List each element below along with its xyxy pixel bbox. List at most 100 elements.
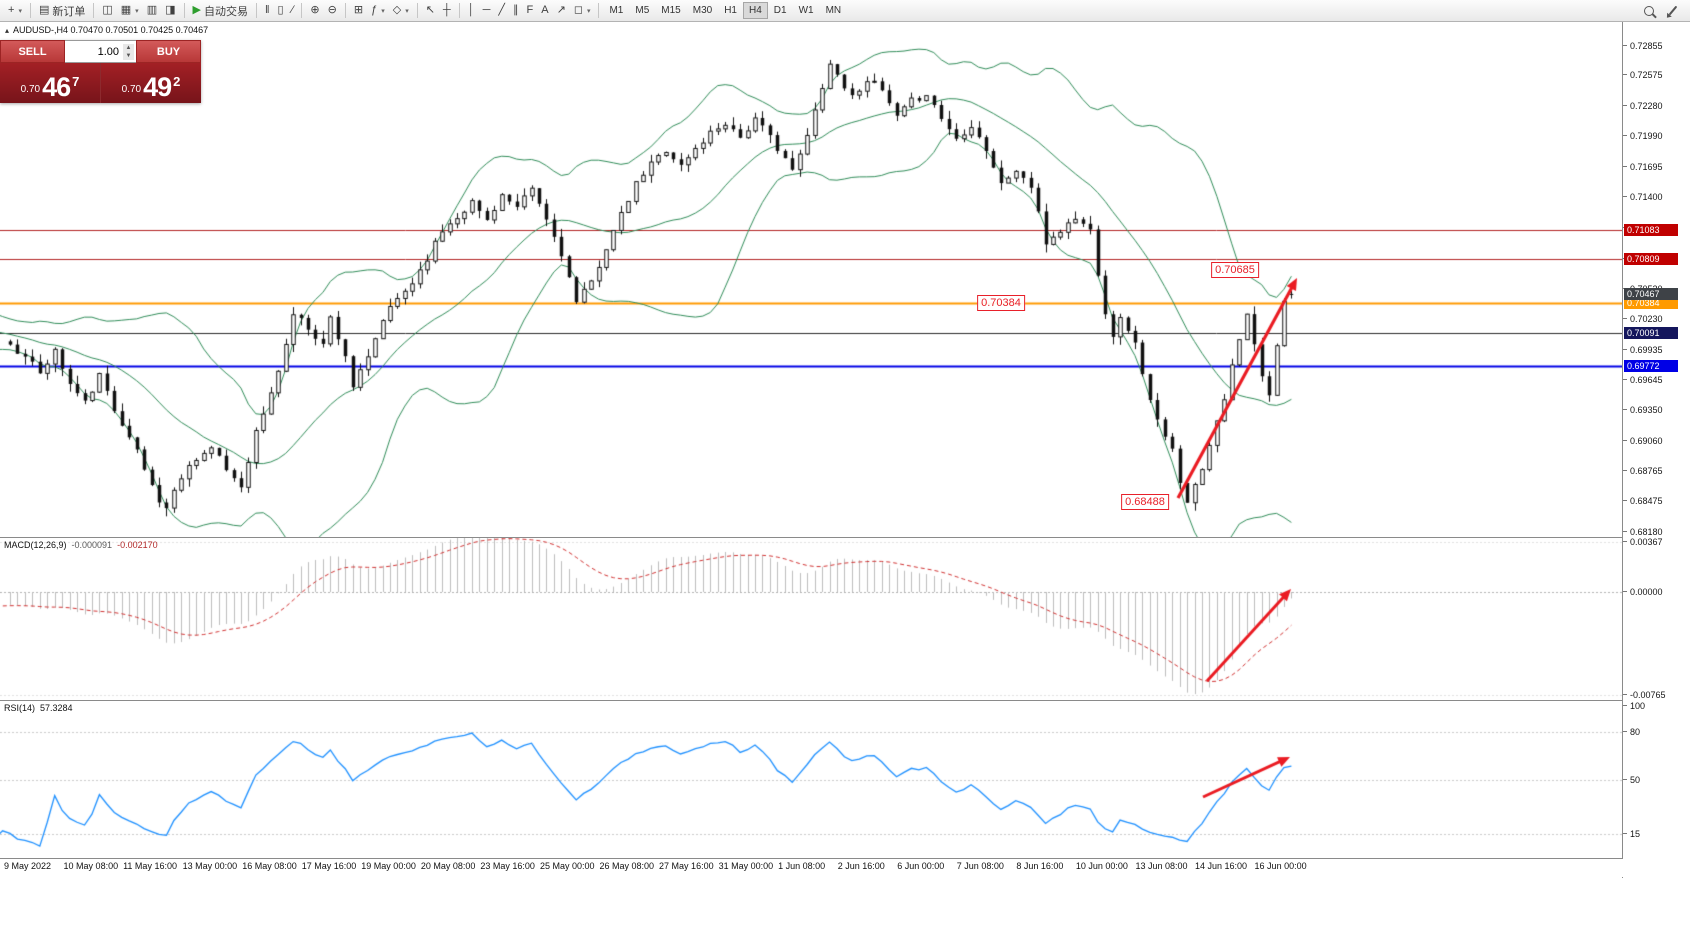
horizontal-line-icon-glyph: ─ <box>482 4 491 16</box>
caret-down-icon: ▾ <box>135 7 139 15</box>
price-axis: 0.72855 0.72575 0.72280 0.71990 0.71695 0.714… <box>1622 22 1690 878</box>
macd-canvas[interactable] <box>0 538 1622 700</box>
macd-main-value: -0.000091 <box>71 540 113 550</box>
macd-axis-tick: 0.00367 <box>1623 537 1663 547</box>
navigator-icon[interactable]: ◨ <box>161 2 179 19</box>
buy-price[interactable]: 0.70 49 2 <box>101 63 201 103</box>
chart-window-icon[interactable]: ◫ <box>98 2 116 19</box>
time-axis-label: 6 Jun 00:00 <box>897 861 945 871</box>
new-order-button-glyph: ▤ <box>38 4 50 16</box>
timeframe-d1[interactable]: D1 <box>768 2 793 19</box>
time-axis-label: 10 Jun 00:00 <box>1075 861 1128 871</box>
channel-icon[interactable]: ∥ <box>509 2 523 19</box>
rsi-label: RSI(14) 57.3284 <box>4 703 73 713</box>
sell-price[interactable]: 0.70 46 7 <box>0 63 101 103</box>
cursor-icon-glyph: ↖ <box>425 4 435 16</box>
zoom-in-icon[interactable]: ⊕ <box>306 2 323 19</box>
autotrading-button-glyph: ▶ <box>192 4 201 16</box>
sell-price-sup: 7 <box>72 74 80 89</box>
tile-windows-icon[interactable]: ⊞ <box>350 2 367 19</box>
new-chart-icon[interactable]: + ▾ <box>4 2 26 19</box>
search-icon-glyph <box>1644 5 1654 16</box>
volume-up-button[interactable]: ▲ <box>123 43 134 52</box>
time-axis-label: 16 May 08:00 <box>242 861 297 871</box>
channel-icon-glyph: ∥ <box>513 4 519 16</box>
market-watch-icon[interactable]: ▥ <box>143 2 161 19</box>
zoom-out-icon[interactable]: ⊖ <box>324 2 341 19</box>
timeframe-mn[interactable]: MN <box>820 2 848 19</box>
volume-input[interactable] <box>75 44 121 59</box>
bar-chart-icon[interactable]: ‖ <box>261 2 274 19</box>
shapes-icon-glyph: ◻ <box>573 4 583 16</box>
candlestick-icon[interactable]: ▯ <box>274 2 288 19</box>
price-axis-tick: 0.71695 <box>1623 162 1663 172</box>
time-axis-label: 8 Jun 16:00 <box>1016 861 1064 871</box>
quick-edit-icon-glyph <box>1668 5 1678 16</box>
line-chart-icon[interactable]: ∕ <box>288 2 298 19</box>
quick-edit-icon[interactable] <box>1668 2 1678 19</box>
toolbar-separator <box>93 3 95 18</box>
shapes-icon[interactable]: ◻ ▾ <box>570 2 595 19</box>
timeframe-m1[interactable]: M1 <box>603 2 629 19</box>
toolbar-groups: + ▾ ▤ 新订单 ◫ ▦ ▾ ▥ ◨ ▶ 自动交易 ‖ ▯ ∕ ⊕ ⊖ ⊞ ƒ ▾ ◇ ▾ ↖ ┼ │ ─ ╱ ∥ F A ↗ ◻ ▾ <box>4 2 603 19</box>
text-tool-icon-glyph: A <box>541 4 549 16</box>
buy-price-sup: 2 <box>173 74 181 89</box>
toolbar-separator <box>344 3 346 18</box>
time-axis-label: 31 May 00:00 <box>718 861 774 871</box>
rsi-axis-tick: 100 <box>1623 701 1645 711</box>
timeframe-w1[interactable]: W1 <box>793 2 820 19</box>
objects-icon[interactable]: ◇ ▾ <box>389 2 413 19</box>
buy-price-prefix: 0.70 <box>121 84 142 95</box>
crosshair-icon[interactable]: ┼ <box>439 2 455 19</box>
price-axis-tick: 0.70230 <box>1623 314 1663 324</box>
toolbar-separator <box>29 3 31 18</box>
sell-price-big: 46 <box>42 72 71 102</box>
new-order-button[interactable]: ▤ 新订单 <box>35 2 89 19</box>
timeframe-h1[interactable]: H1 <box>718 2 743 19</box>
macd-label: MACD(12,26,9) -0.000091 -0.002170 <box>4 540 158 550</box>
trendline-icon[interactable]: ╱ <box>494 2 509 19</box>
price-annotation: 0.70685 <box>1211 262 1259 278</box>
timeframe-m30[interactable]: M30 <box>687 2 718 19</box>
tile-windows-icon-glyph: ⊞ <box>353 4 364 16</box>
buy-button[interactable]: BUY <box>136 40 201 63</box>
time-axis-label: 2 Jun 16:00 <box>837 861 885 871</box>
rsi-name: RSI(14) <box>4 703 36 713</box>
time-axis-label: 13 May 00:00 <box>182 861 238 871</box>
arrow-tool-icon[interactable]: ↗ <box>553 2 570 19</box>
main-chart-canvas[interactable] <box>0 22 1622 537</box>
timeframe-m5[interactable]: M5 <box>629 2 655 19</box>
volume-box: ▲ ▼ <box>65 40 136 63</box>
market-watch-icon-glyph: ▥ <box>146 4 158 16</box>
fibonacci-icon[interactable]: F <box>523 2 538 19</box>
autotrading-button-label: 自动交易 <box>203 5 248 18</box>
autotrading-button[interactable]: ▶ 自动交易 <box>189 2 252 19</box>
one-click-toggle-icon[interactable]: ▴ <box>5 25 10 35</box>
crosshair-icon-glyph: ┼ <box>442 4 451 16</box>
navigator-icon-glyph: ◨ <box>165 4 176 16</box>
rsi-axis-tick: 50 <box>1623 775 1640 785</box>
search-icon[interactable] <box>1640 2 1658 19</box>
sell-button[interactable]: SELL <box>0 40 65 63</box>
cursor-icon[interactable]: ↖ <box>422 2 439 19</box>
level-price-label: 0.70091 <box>1624 327 1678 340</box>
indicators-icon[interactable]: ƒ ▾ <box>367 2 389 19</box>
vertical-line-icon[interactable]: │ <box>464 2 479 19</box>
timeframe-m15[interactable]: M15 <box>655 2 686 19</box>
toolbar-separator <box>598 3 600 18</box>
timeframe-h4[interactable]: H4 <box>742 2 768 19</box>
buy-price-big: 49 <box>143 72 172 102</box>
price-axis-tick: 0.72575 <box>1623 70 1663 80</box>
time-axis-label: 16 Jun 00:00 <box>1254 861 1307 871</box>
text-tool-icon[interactable]: A <box>537 2 552 19</box>
volume-down-button[interactable]: ▼ <box>123 51 134 60</box>
rsi-canvas[interactable] <box>0 701 1622 858</box>
macd-axis-tick: 0.00000 <box>1623 587 1663 597</box>
time-axis-label: 26 May 08:00 <box>599 861 655 871</box>
rsi-panel: RSI(14) 57.3284 <box>0 701 1622 859</box>
horizontal-line-icon[interactable]: ─ <box>479 2 495 19</box>
indicators-icon-glyph: ƒ <box>371 4 378 16</box>
toolbar-separator <box>416 3 418 18</box>
time-axis-label: 14 Jun 16:00 <box>1195 861 1248 871</box>
profiles-icon[interactable]: ▦ ▾ <box>117 2 143 19</box>
